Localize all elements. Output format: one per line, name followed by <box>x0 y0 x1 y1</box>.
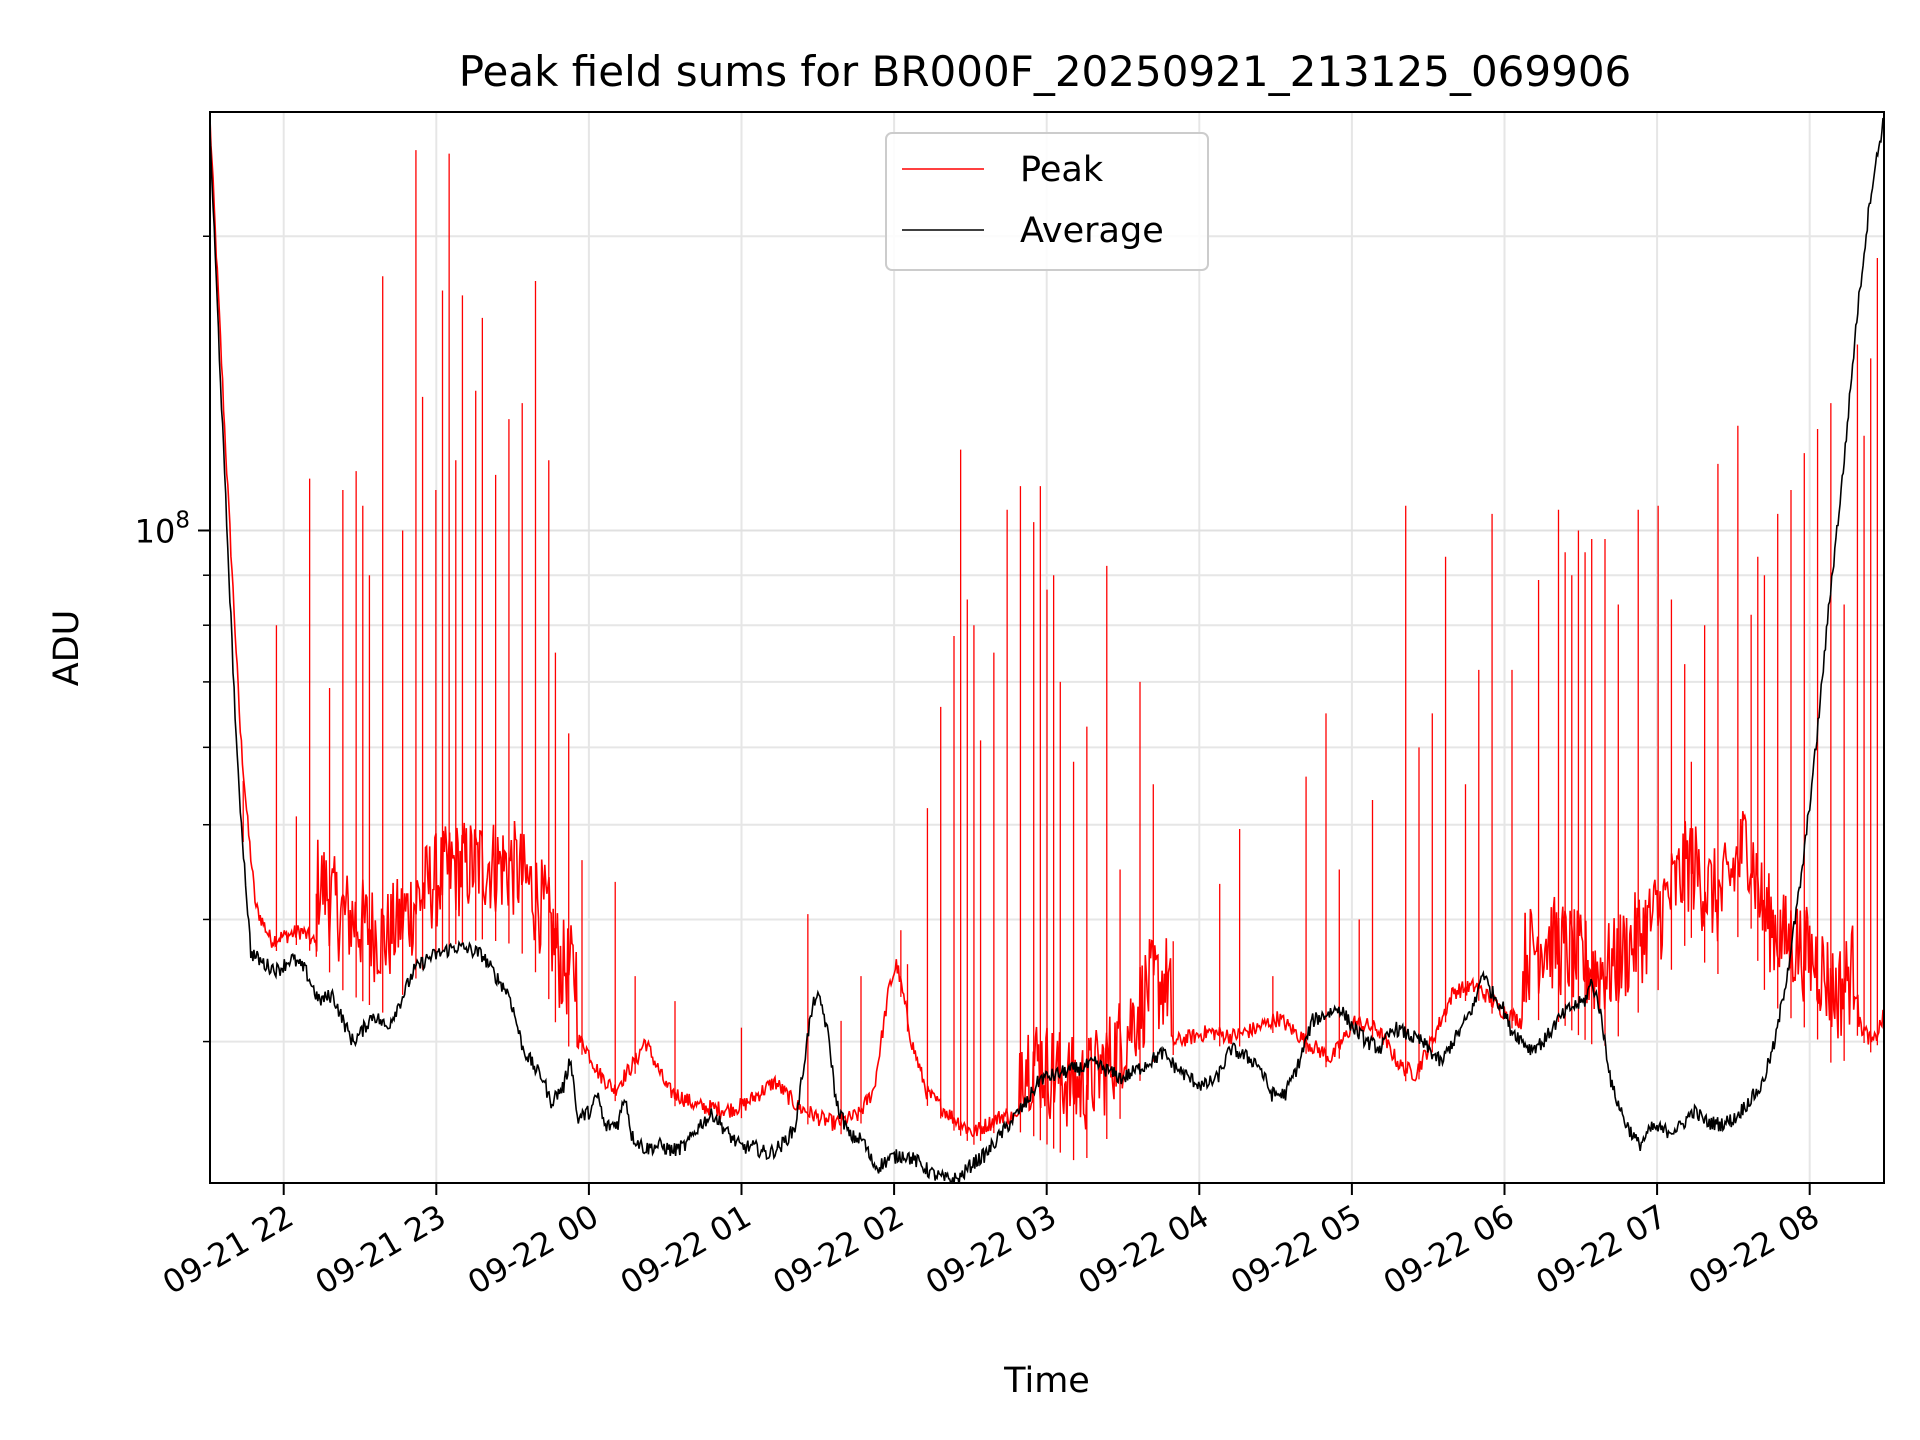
y-tick-label: 108 <box>135 507 190 550</box>
series-layer <box>210 117 1884 1183</box>
average-series-line <box>210 117 1884 1183</box>
chart-title: Peak field sums for BR000F_20250921_2131… <box>459 47 1632 96</box>
legend-peak-label: Peak <box>1020 150 1104 190</box>
x-axis-label: Time <box>1003 1361 1090 1401</box>
y-axis-ticks: 108 <box>135 235 210 1043</box>
legend-box <box>885 132 1209 271</box>
y-axis-label: ADU <box>47 610 87 687</box>
legend: Peak Average <box>885 132 1209 271</box>
legend-average-label: Average <box>1020 211 1164 251</box>
